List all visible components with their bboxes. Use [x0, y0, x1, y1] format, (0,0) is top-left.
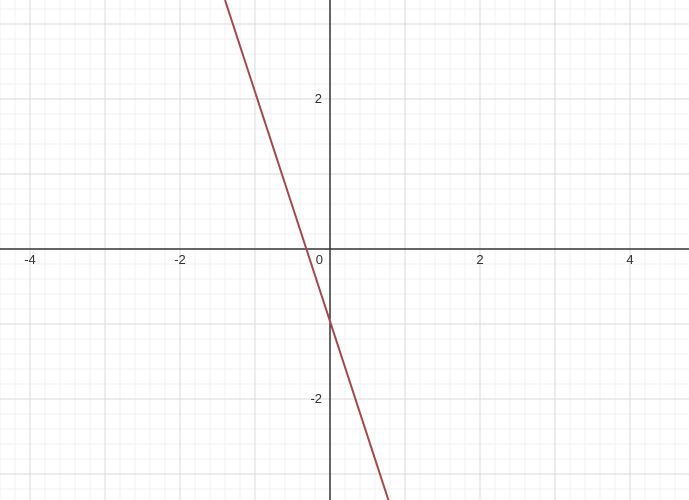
chart-canvas: -4 -2 0 2 4 -2 2 — [0, 0, 689, 500]
x-tick-label: 2 — [476, 252, 483, 267]
grid-minor — [0, 0, 689, 500]
x-tick-label: 4 — [626, 252, 633, 267]
x-tick-label: -2 — [174, 252, 186, 267]
data-line — [225, 0, 389, 500]
y-tick-label: -2 — [310, 391, 322, 406]
y-tick-label: 2 — [315, 91, 322, 106]
x-tick-label: -4 — [24, 252, 36, 267]
line-chart: -4 -2 0 2 4 -2 2 — [0, 0, 689, 500]
x-tick-label: 0 — [316, 252, 323, 267]
